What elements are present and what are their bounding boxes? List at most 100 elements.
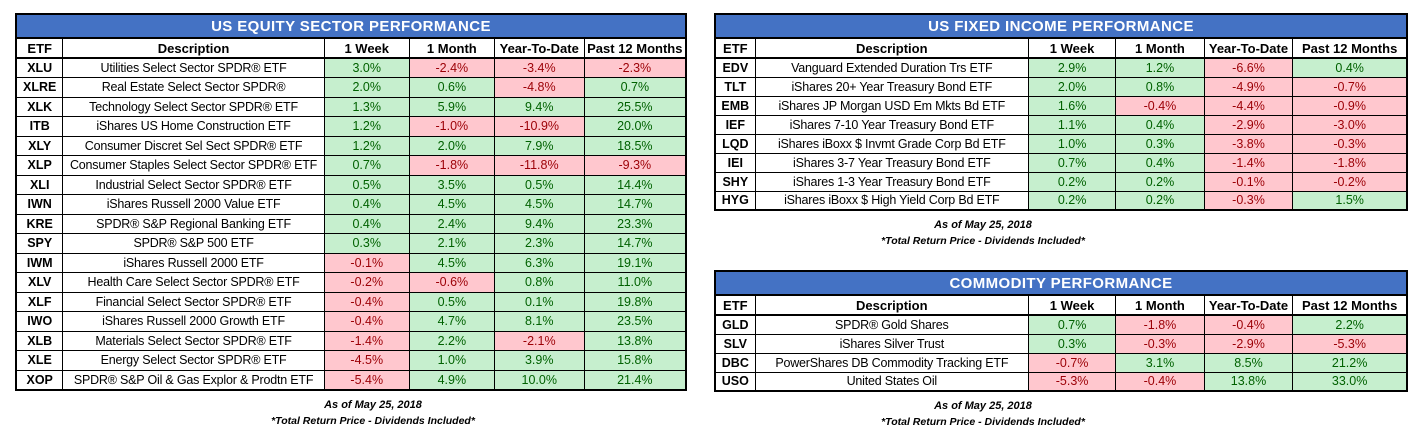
return-value-cell: -0.7%	[1027, 352, 1117, 373]
return-value-cell: -1.0%	[408, 116, 495, 137]
return-value-cell: -4.8%	[493, 77, 585, 98]
col-header-year-to-date: Year-To-Date	[493, 37, 585, 59]
table-title: COMMODITY PERFORMANCE	[714, 270, 1408, 296]
description-cell: iShares iBoxx $ High Yield Corp Bd ETF	[754, 190, 1029, 211]
return-value-cell: -1.8%	[1115, 314, 1205, 335]
return-value-cell: 2.9%	[1027, 57, 1117, 78]
col-header-past-12-months: Past 12 Months	[583, 37, 687, 59]
as-of-date: As of May 25, 2018	[934, 400, 1032, 412]
etf-ticker-cell: XLE	[15, 350, 64, 371]
return-value-cell: -0.4%	[1115, 371, 1205, 392]
as-of-date: As of May 25, 2018	[934, 219, 1032, 231]
table-footnote: As of May 25, 2018 *Total Return Price -…	[636, 398, 1330, 430]
return-value-cell: 0.4%	[1115, 152, 1205, 173]
return-value-cell: 4.7%	[408, 311, 495, 332]
return-value-cell: -0.7%	[1292, 76, 1408, 97]
description-cell: Energy Select Sector SPDR® ETF	[62, 350, 325, 371]
table-row: TLT iShares 20+ Year Treasury Bond ETF 2.0…	[714, 76, 1408, 97]
return-value-cell: 0.6%	[408, 77, 495, 98]
description-cell: Industrial Select Sector SPDR® ETF	[62, 174, 325, 195]
table-title-bar: COMMODITY PERFORMANCE	[714, 270, 1408, 296]
table-row: USO United States Oil -5.3% -0.4% 13.8% 33.0%	[714, 371, 1408, 392]
return-value-cell: -2.4%	[408, 57, 495, 78]
etf-ticker-cell: IEF	[714, 114, 756, 135]
return-value-cell: 0.7%	[1027, 314, 1117, 335]
col-header-year-to-date: Year-To-Date	[1203, 294, 1294, 316]
return-value-cell: -2.9%	[1203, 114, 1294, 135]
return-value-cell: 0.5%	[408, 291, 495, 312]
etf-ticker-cell: XLI	[15, 174, 64, 195]
return-value-cell: -0.9%	[1292, 95, 1408, 116]
return-value-cell: 1.0%	[1027, 133, 1117, 154]
etf-ticker-cell: IEI	[714, 152, 756, 173]
etf-ticker-cell: IWM	[15, 252, 64, 273]
description-cell: iShares Russell 2000 ETF	[62, 252, 325, 273]
table-row: XOP SPDR® S&P Oil & Gas Explor & Prodtn E…	[15, 369, 687, 390]
description-cell: Health Care Select Sector SPDR® ETF	[62, 272, 325, 293]
table-row: XLV Health Care Select Sector SPDR® ETF -0…	[15, 272, 687, 293]
return-value-cell: 14.4%	[583, 174, 687, 195]
return-value-cell: 1.6%	[1027, 95, 1117, 116]
return-value-cell: -3.4%	[493, 57, 585, 78]
table-row: EDV Vanguard Extended Duration Trs ETF 2.9…	[714, 57, 1408, 78]
return-value-cell: -3.8%	[1203, 133, 1294, 154]
return-value-cell: -1.8%	[408, 155, 495, 176]
return-value-cell: -4.4%	[1203, 95, 1294, 116]
description-cell: iShares JP Morgan USD Em Mkts Bd ETF	[754, 95, 1029, 116]
return-value-cell: -0.3%	[1115, 333, 1205, 354]
col-header-etf: ETF	[15, 37, 64, 59]
col-header-past-12-months: Past 12 Months	[1292, 294, 1408, 316]
etf-ticker-cell: EMB	[714, 95, 756, 116]
return-value-cell: -0.3%	[1292, 133, 1408, 154]
table-row: XLB Materials Select Sector SPDR® ETF -1.4…	[15, 330, 687, 351]
col-header-1-week: 1 Week	[1027, 37, 1117, 59]
return-value-cell: 7.9%	[493, 135, 585, 156]
performance-table: US FIXED INCOME PERFORMANCE ETF Descript…	[714, 13, 1408, 211]
return-value-cell: 6.3%	[493, 252, 585, 273]
return-value-cell: 2.0%	[323, 77, 410, 98]
return-value-cell: -4.9%	[1203, 76, 1294, 97]
return-value-cell: 2.4%	[408, 213, 495, 234]
description-cell: iShares Russell 2000 Value ETF	[62, 194, 325, 215]
description-cell: SPDR® S&P 500 ETF	[62, 233, 325, 254]
return-value-cell: 9.4%	[493, 96, 585, 117]
return-value-cell: 2.0%	[408, 135, 495, 156]
return-value-cell: 23.3%	[583, 213, 687, 234]
description-cell: iShares 1-3 Year Treasury Bond ETF	[754, 171, 1029, 192]
return-value-cell: -0.4%	[323, 291, 410, 312]
return-value-cell: -3.0%	[1292, 114, 1408, 135]
table-row: XLU Utilities Select Sector SPDR® ETF 3.0%…	[15, 57, 687, 78]
return-value-cell: 15.8%	[583, 350, 687, 371]
return-value-cell: 1.1%	[1027, 114, 1117, 135]
return-value-cell: 14.7%	[583, 233, 687, 254]
return-value-cell: 0.4%	[1115, 114, 1205, 135]
table-row: XLF Financial Select Sector SPDR® ETF -0.4…	[15, 291, 687, 312]
return-value-cell: 2.3%	[493, 233, 585, 254]
return-value-cell: 18.5%	[583, 135, 687, 156]
return-value-cell: -2.3%	[583, 57, 687, 78]
col-header-etf: ETF	[714, 37, 756, 59]
return-value-cell: 20.0%	[583, 116, 687, 137]
return-value-cell: 3.0%	[323, 57, 410, 78]
table-body: XLU Utilities Select Sector SPDR® ETF 3.0%…	[15, 57, 687, 390]
description-cell: iShares Silver Trust	[754, 333, 1029, 354]
etf-ticker-cell: IWO	[15, 311, 64, 332]
description-cell: Technology Select Sector SPDR® ETF	[62, 96, 325, 117]
col-header-1-month: 1 Month	[1115, 37, 1205, 59]
return-value-cell: 0.7%	[1027, 152, 1117, 173]
return-value-cell: 21.2%	[1292, 352, 1408, 373]
table-footnote: As of May 25, 2018 *Total Return Price -…	[636, 217, 1330, 249]
etf-ticker-cell: XLP	[15, 155, 64, 176]
description-cell: Utilities Select Sector SPDR® ETF	[62, 57, 325, 78]
etf-ticker-cell: USO	[714, 371, 756, 392]
us-fixed-income-performance-table: US FIXED INCOME PERFORMANCE ETF Descript…	[714, 13, 1408, 249]
col-header-1-month: 1 Month	[1115, 294, 1205, 316]
etf-ticker-cell: XLV	[15, 272, 64, 293]
etf-ticker-cell: TLT	[714, 76, 756, 97]
etf-ticker-cell: XLK	[15, 96, 64, 117]
table-row: SPY SPDR® S&P 500 ETF 0.3% 2.1% 2.3% 14.7%	[15, 233, 687, 254]
return-value-cell: 4.5%	[408, 252, 495, 273]
return-value-cell: -0.6%	[408, 272, 495, 293]
return-value-cell: -0.4%	[1115, 95, 1205, 116]
return-value-cell: 14.7%	[583, 194, 687, 215]
